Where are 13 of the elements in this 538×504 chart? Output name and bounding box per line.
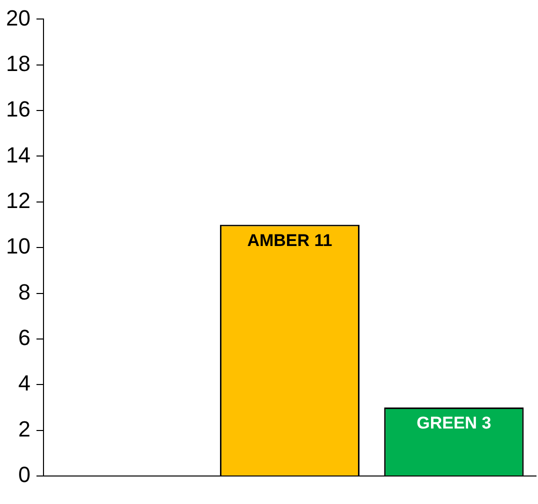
data-label: GREEN 3 <box>416 414 492 433</box>
data-label: AMBER 11 <box>247 230 332 250</box>
y-tick-label: 6 <box>18 325 30 350</box>
y-tick-label: 8 <box>18 279 30 304</box>
y-tick-label: 4 <box>18 370 30 396</box>
y-tick-label: 10 <box>6 234 30 259</box>
y-tick-label: 14 <box>6 142 30 168</box>
y-tick-label: 18 <box>6 50 30 76</box>
y-tick-label: 20 <box>6 5 30 30</box>
y-tick-label: 2 <box>18 416 30 442</box>
y-tick-label: 12 <box>6 188 30 213</box>
y-tick-label: 0 <box>18 462 30 488</box>
y-tick-label: 16 <box>6 96 30 122</box>
